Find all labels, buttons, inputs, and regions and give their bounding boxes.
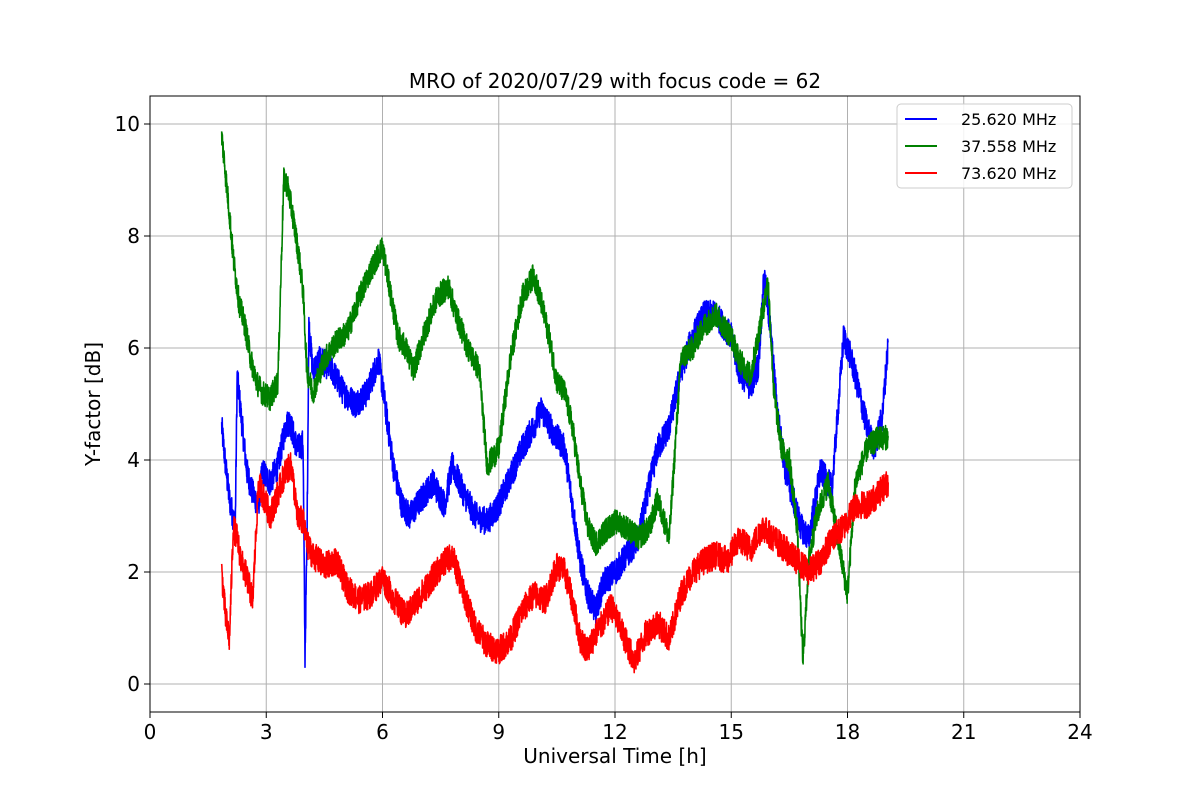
x-tick-label: 21	[951, 720, 976, 744]
x-tick-label: 6	[376, 720, 389, 744]
x-axis-label: Universal Time [h]	[523, 744, 706, 768]
y-tick-label: 2	[127, 560, 140, 584]
x-tick-label: 12	[602, 720, 627, 744]
y-tick-label: 10	[115, 112, 140, 136]
x-tick-label: 0	[144, 720, 157, 744]
y-tick-label: 4	[127, 448, 140, 472]
series-line	[220, 131, 889, 665]
x-tick-label: 24	[1067, 720, 1092, 744]
legend-label: 37.558 MHz	[961, 137, 1056, 156]
y-tick-label: 6	[127, 336, 140, 360]
x-tick-label: 18	[835, 720, 860, 744]
legend-label: 25.620 MHz	[961, 110, 1056, 129]
series-line	[220, 452, 889, 674]
y-tick-label: 0	[127, 672, 140, 696]
legend-label: 73.620 MHz	[961, 164, 1056, 183]
series-group	[220, 131, 889, 674]
y-tick-label: 8	[127, 224, 140, 248]
chart-title: MRO of 2020/07/29 with focus code = 62	[409, 69, 821, 93]
x-tick-label: 15	[719, 720, 744, 744]
x-tick-label: 3	[260, 720, 273, 744]
y-axis-label: Y-factor [dB]	[81, 342, 105, 467]
legend-box	[896, 103, 1073, 189]
legend: 25.620 MHz 37.558 MHz 73.620 MHz	[896, 103, 1073, 189]
x-tick-label: 9	[492, 720, 505, 744]
